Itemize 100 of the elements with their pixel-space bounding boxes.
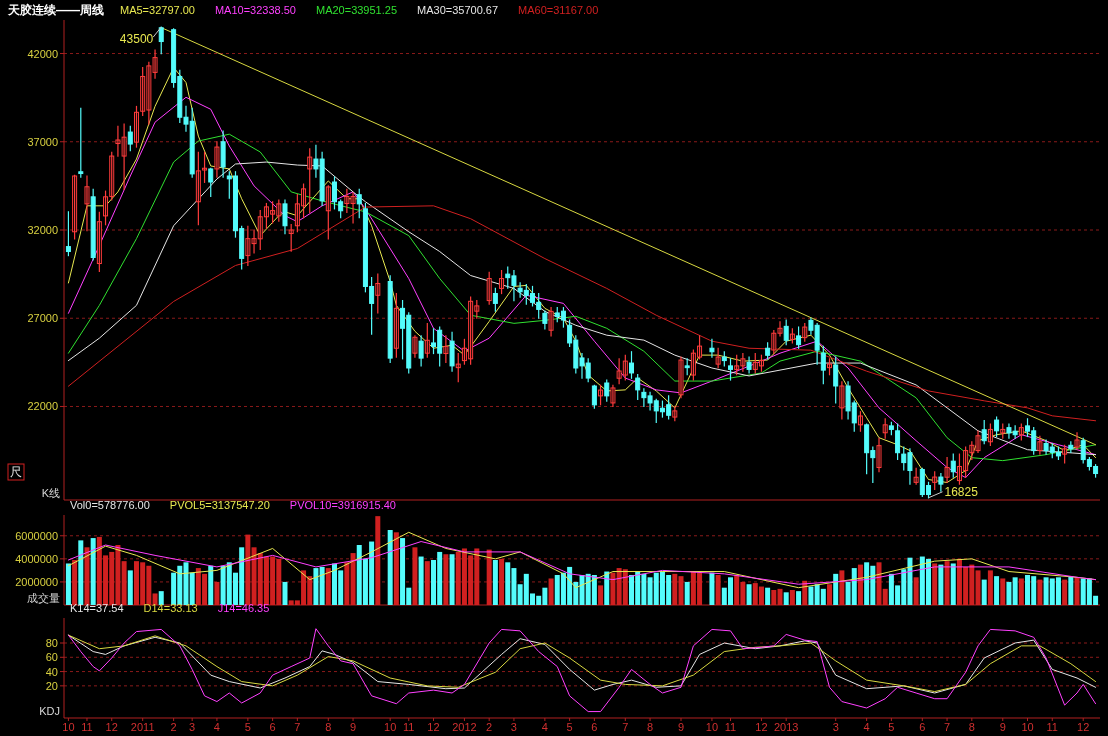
candlestick — [1074, 432, 1080, 450]
x-tick-label: 7 — [622, 721, 629, 733]
y-tick-label: 40 — [45, 665, 58, 678]
bar — [319, 566, 325, 605]
bar — [499, 558, 505, 605]
x-tick-label: 2011 — [130, 721, 155, 733]
bar — [1012, 577, 1018, 605]
bar — [418, 556, 424, 605]
bar — [771, 590, 777, 605]
bar — [765, 587, 771, 605]
bar — [90, 538, 96, 605]
bar — [449, 554, 455, 605]
text: MA20=33951.25 — [315, 4, 398, 16]
x-tick-label: 8 — [968, 721, 975, 733]
bar — [944, 561, 950, 605]
bar — [709, 572, 715, 605]
bar — [777, 588, 783, 605]
x-tick-label: 10 — [62, 721, 75, 733]
bar — [127, 570, 133, 605]
bar — [746, 584, 752, 605]
bar — [950, 563, 956, 605]
text: J14=46.35 — [217, 602, 270, 614]
bar — [789, 590, 795, 605]
bar — [214, 581, 220, 605]
x-tick-label: 2 — [170, 721, 177, 733]
x-tick-label: 7 — [294, 721, 301, 733]
bar — [325, 568, 331, 605]
x-tick-label: 4 — [213, 721, 220, 733]
bar — [913, 577, 919, 605]
x-tick-label: 11 — [403, 721, 415, 733]
x-tick-label: 11 — [81, 721, 93, 733]
y-tick-label: 42000 — [27, 47, 58, 60]
bar — [678, 576, 684, 605]
bar — [981, 579, 987, 605]
bar — [783, 592, 789, 605]
bar — [994, 576, 1000, 605]
y-axis-title: K线 — [41, 487, 60, 499]
bar — [65, 563, 71, 605]
y-axis-title: 成交量 — [27, 592, 60, 604]
bar — [245, 534, 251, 605]
x-tick-label: 2012 — [452, 721, 477, 733]
x-tick-label: 9 — [349, 721, 357, 733]
x-tick-label: 5 — [244, 721, 251, 733]
text: D14=33.13 — [143, 602, 198, 614]
x-tick-label: 5 — [566, 721, 573, 733]
y-tick-label: 80 — [45, 637, 58, 649]
candlestick — [789, 328, 795, 344]
candlestick — [1000, 423, 1006, 439]
bar — [975, 570, 981, 605]
bar — [1074, 577, 1080, 605]
x-tick-label: 12 — [427, 721, 440, 733]
candlestick — [728, 358, 734, 381]
text: MA60=31167.00 — [518, 4, 599, 16]
bar — [72, 560, 78, 605]
bar — [1062, 579, 1068, 605]
bar — [313, 568, 319, 605]
bar — [857, 564, 863, 605]
bar — [1037, 579, 1043, 605]
candlestick — [629, 351, 634, 379]
x-tick-label: 5 — [888, 721, 895, 733]
y-axis-title: KDJ — [39, 705, 60, 717]
bar — [932, 563, 938, 605]
x-tick-label: 12 — [755, 721, 768, 733]
x-tick-label: 7 — [944, 721, 951, 733]
bar — [189, 572, 195, 605]
bar — [1018, 578, 1024, 605]
bar — [796, 591, 802, 605]
x-tick-label: 8 — [647, 721, 654, 733]
line-series — [67, 628, 1097, 713]
x-tick-label: 2 — [486, 721, 493, 733]
bar — [158, 591, 164, 605]
x-tick-label: 6 — [591, 721, 598, 733]
text: MA5=32797.00 — [120, 4, 195, 16]
bar — [715, 575, 721, 605]
chart-title: 天胶连续——周线 — [7, 3, 104, 17]
bar — [987, 570, 993, 605]
x-tick-label: 6 — [269, 721, 276, 733]
bar — [78, 540, 84, 605]
bar — [486, 549, 492, 605]
x-tick-label: 3 — [510, 721, 517, 733]
text: MA30=35700.67 — [417, 4, 499, 16]
y-tick-label: 20 — [45, 679, 58, 692]
y-tick-label: 4000000 — [15, 552, 58, 565]
x-tick-label: 9 — [999, 721, 1006, 733]
y-tick-label: 32000 — [27, 224, 58, 236]
bar — [443, 554, 449, 605]
bar — [938, 564, 944, 605]
bar — [152, 593, 158, 605]
text: Vol0=578776.00 — [70, 499, 150, 511]
text: PVOL5=3137547.20 — [169, 499, 270, 511]
bar — [412, 547, 418, 605]
candlestick — [721, 351, 727, 367]
candlestick — [715, 347, 721, 369]
bar — [492, 560, 498, 605]
y-tick-label: 60 — [45, 651, 58, 664]
y-tick-label: 37000 — [27, 135, 58, 148]
bar — [121, 561, 127, 605]
bar — [393, 532, 399, 605]
bar — [424, 561, 430, 605]
bar — [839, 570, 845, 605]
